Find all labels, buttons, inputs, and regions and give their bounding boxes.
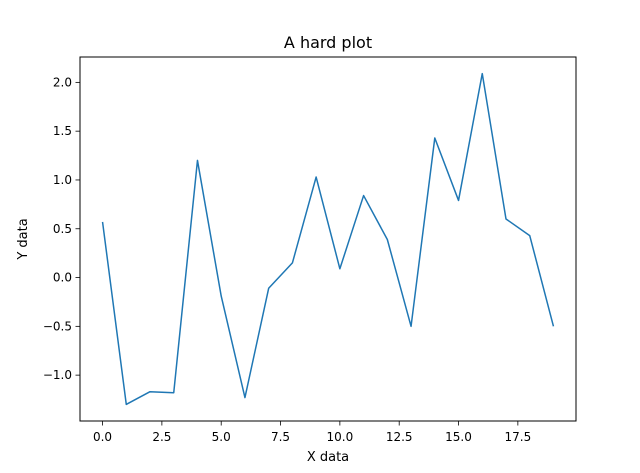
x-tick-label: 0.0 [93, 430, 112, 444]
y-tick-label: 1.5 [53, 124, 72, 138]
x-tick-label: 10.0 [327, 430, 354, 444]
x-tick-label: 17.5 [504, 430, 531, 444]
x-tick-label: 2.5 [152, 430, 171, 444]
chart-title: A hard plot [284, 33, 372, 52]
series-line-0 [101, 72, 555, 406]
y-tick-label: 1.0 [53, 173, 72, 187]
y-tick-label: −1.0 [43, 368, 72, 382]
y-tick-label: 0.0 [53, 271, 72, 285]
plot-area [101, 72, 555, 406]
x-tick-label: 7.5 [271, 430, 290, 444]
axes-frame [79, 56, 577, 422]
y-axis-label: Y data [16, 218, 31, 260]
x-tick-label: 12.5 [386, 430, 413, 444]
x-tick-label: 5.0 [212, 430, 231, 444]
axis-ticks: 0.0 2.5 5.0 7.5 10.0 12.5 15.0 17.5 −1.0 −0.5 0.0 0… [43, 75, 531, 444]
y-tick-label: −0.5 [43, 319, 72, 333]
x-axis-label: X data [307, 450, 349, 465]
y-tick-label: 2.0 [53, 75, 72, 89]
y-tick-label: 0.5 [53, 222, 72, 236]
x-tick-label: 15.0 [445, 430, 472, 444]
